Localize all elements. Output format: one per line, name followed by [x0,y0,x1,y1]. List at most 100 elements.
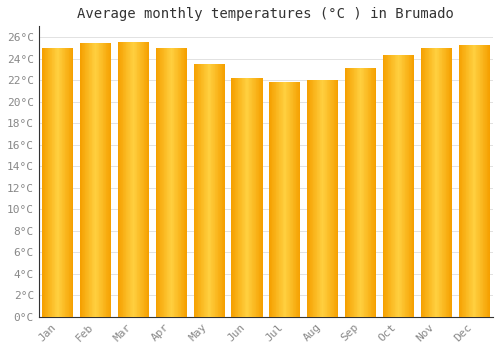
Bar [221,64,222,317]
Bar [485,44,486,317]
Bar [398,55,400,317]
Bar [165,48,166,317]
Bar [255,78,256,317]
Bar [237,78,238,317]
Bar [365,68,366,317]
Bar [80,43,81,317]
Bar [97,43,98,317]
Bar [296,82,298,317]
Bar [216,64,217,317]
Bar [54,48,56,317]
Bar [146,42,148,317]
Bar [71,48,72,317]
Bar [444,48,445,317]
Bar [126,42,128,317]
Bar [98,43,99,317]
Bar [475,44,476,317]
Bar [105,43,106,317]
Bar [482,44,484,317]
Bar [58,48,59,317]
Bar [240,78,241,317]
Bar [194,64,196,317]
Bar [160,48,162,317]
Bar [131,42,132,317]
Bar [136,42,138,317]
Bar [451,48,452,317]
Bar [213,64,214,317]
Bar [298,82,299,317]
Bar [129,42,130,317]
Bar [488,44,489,317]
Bar [63,48,64,317]
Bar [478,44,479,317]
Bar [290,82,291,317]
Bar [83,43,84,317]
Bar [489,44,490,317]
Bar [270,82,271,317]
Bar [393,55,394,317]
Bar [176,48,177,317]
Bar [98,43,100,317]
Bar [387,55,388,317]
Bar [203,64,204,317]
Bar [161,48,162,317]
Bar [183,48,184,317]
Bar [92,43,94,317]
Bar [67,48,68,317]
Bar [294,82,295,317]
Bar [432,48,433,317]
Bar [175,48,176,317]
Bar [88,43,90,317]
Bar [56,48,57,317]
Bar [464,44,465,317]
Bar [315,80,316,317]
Bar [207,64,208,317]
Bar [46,48,47,317]
Bar [135,42,136,317]
Bar [108,43,109,317]
Bar [390,55,392,317]
Bar [486,44,488,317]
Bar [49,48,50,317]
Bar [366,68,367,317]
Bar [210,64,212,317]
Bar [61,48,62,317]
Bar [277,82,278,317]
Bar [196,64,197,317]
Bar [392,55,393,317]
Bar [101,43,102,317]
Bar [468,44,469,317]
Bar [422,48,423,317]
Bar [166,48,168,317]
Bar [400,55,401,317]
Bar [484,44,485,317]
Bar [212,64,213,317]
Bar [394,55,396,317]
Bar [64,48,66,317]
Bar [386,55,387,317]
Bar [467,44,468,317]
Bar [271,82,272,317]
Bar [319,80,320,317]
Bar [352,68,353,317]
Bar [428,48,430,317]
Bar [91,43,92,317]
Bar [354,68,355,317]
Bar [321,80,322,317]
Bar [364,68,366,317]
Bar [399,55,400,317]
Bar [142,42,143,317]
Bar [292,82,294,317]
Bar [441,48,442,317]
Bar [184,48,186,317]
Bar [95,43,96,317]
Bar [127,42,128,317]
Bar [84,43,85,317]
Bar [274,82,275,317]
Bar [234,78,236,317]
Bar [431,48,432,317]
Bar [356,68,357,317]
Bar [424,48,426,317]
Bar [251,78,252,317]
Bar [329,80,330,317]
